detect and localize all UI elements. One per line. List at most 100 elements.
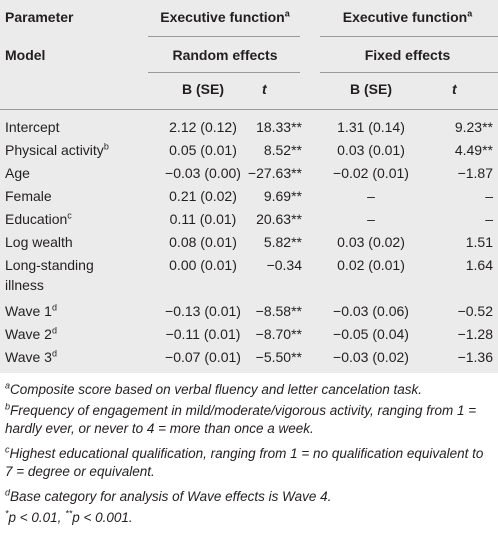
footnote-b: bFrequency of engagement in mild/moderat… <box>5 402 493 438</box>
header-parameter: Parameter <box>5 9 74 25</box>
header-row-3: B (SE) t B (SE) t <box>0 80 498 104</box>
cell-t-random: 5.82** <box>263 234 302 250</box>
row-note: d <box>51 348 57 359</box>
row-note: d <box>51 302 57 313</box>
row-label: Physical activityb <box>5 141 109 159</box>
row-label: Wave 1d <box>5 302 57 320</box>
cell-b-fixed: −0.05 (0.04) <box>333 326 409 342</box>
footnote-significance: *p < 0.01, **p < 0.001. <box>5 509 493 527</box>
subheader-rule-left <box>148 72 300 73</box>
cell-t-fixed: −0.52 <box>457 303 493 319</box>
footnote-mark: a <box>5 380 11 391</box>
footnote-mark: ** <box>65 508 73 519</box>
row-label-line2: illness <box>5 277 44 293</box>
row-label-text: Wave 1 <box>5 303 52 319</box>
cell-t-random: −8.70** <box>255 326 302 342</box>
cell-t-random: −27.63** <box>247 165 302 181</box>
cell-b-random: −0.13 (0.01) <box>165 303 241 319</box>
row-label: Female <box>5 188 52 204</box>
cell-b-fixed: 0.02 (0.01) <box>337 257 405 273</box>
cell-t-random: −8.58** <box>255 303 302 319</box>
subheader-rule-right <box>320 72 498 73</box>
cell-b-random: 0.08 (0.01) <box>169 234 237 250</box>
table-row: Educationc 0.11 (0.01) 20.63** – – <box>0 210 498 234</box>
cell-t-fixed: 1.51 <box>465 234 493 250</box>
header-fixed-effects: Fixed effects <box>364 47 451 63</box>
table-row: Long-standing illness 0.00 (0.01) −0.34 … <box>0 256 498 300</box>
cell-t-fixed: −1.36 <box>457 349 493 365</box>
cell-b-random: 2.12 (0.12) <box>169 119 237 135</box>
cell-b-random: −0.07 (0.01) <box>165 349 241 365</box>
col-b-random: B (SE) <box>182 81 224 97</box>
row-label: Wave 3d <box>5 348 57 366</box>
row-label: Educationc <box>5 210 72 228</box>
table-row: Age −0.03 (0.00) −27.63** −0.02 (0.01) −… <box>0 164 498 188</box>
row-label-text: Physical activity <box>5 142 104 158</box>
row-label-text: Wave 3 <box>5 349 52 365</box>
table-row: Wave 3d −0.07 (0.01) −5.50** −0.03 (0.02… <box>0 348 498 372</box>
row-note: c <box>67 210 72 221</box>
cell-t-random: −5.50** <box>255 349 302 365</box>
header-group1-title: Executive functiona <box>150 8 300 26</box>
footnote-d: dBase category for analysis of Wave effe… <box>5 488 493 506</box>
footnote-mark: c <box>5 444 10 455</box>
col-t-random: t <box>262 81 267 97</box>
cell-b-random: 0.00 (0.01) <box>169 257 237 273</box>
header-row-1: Parameter Executive functiona Executive … <box>0 8 498 32</box>
cell-b-fixed: 0.03 (0.02) <box>337 234 405 250</box>
cell-t-fixed: 4.49** <box>454 142 493 158</box>
cell-b-random: 0.05 (0.01) <box>169 142 237 158</box>
cell-b-random: 0.21 (0.02) <box>169 188 237 204</box>
cell-t-fixed: – <box>485 188 493 204</box>
footnote-a: aComposite score based on verbal fluency… <box>5 381 493 399</box>
header-group2-note: a <box>467 8 473 19</box>
row-note: d <box>51 325 57 336</box>
header-bottom-rule <box>0 109 498 110</box>
cell-b-random: −0.11 (0.01) <box>165 326 241 342</box>
footnote-mark: b <box>5 401 11 412</box>
header-group2-title-text: Executive function <box>342 9 468 25</box>
footnote-text: Highest educational qualification, rangi… <box>5 446 484 479</box>
row-label-text: Wave 2 <box>5 326 52 342</box>
header-model: Model <box>5 47 46 63</box>
cell-b-fixed: −0.03 (0.02) <box>333 349 409 365</box>
row-label: Age <box>5 165 30 181</box>
header-group2-title: Executive functiona <box>320 8 495 26</box>
header-group1-title-text: Executive function <box>160 9 285 25</box>
cell-b-random: −0.03 (0.00) <box>165 165 241 181</box>
cell-t-random: 20.63** <box>256 211 302 227</box>
header-random-effects: Random effects <box>172 47 278 63</box>
footnote-mark: * <box>5 508 9 519</box>
header-rule-right <box>320 36 498 37</box>
footnote-text: Composite score based on verbal fluency … <box>10 382 422 397</box>
row-label: Long-standing <box>5 257 94 273</box>
cell-b-fixed: 1.31 (0.14) <box>337 119 405 135</box>
cell-b-fixed: – <box>367 211 375 227</box>
cell-b-fixed: −0.02 (0.01) <box>333 165 409 181</box>
header-rule-left <box>148 36 300 37</box>
cell-t-fixed: −1.87 <box>457 165 493 181</box>
table-row: Intercept 2.12 (0.12) 18.33** 1.31 (0.14… <box>0 118 498 142</box>
row-note: b <box>103 141 109 152</box>
table-background <box>0 0 498 373</box>
table-row: Wave 2d −0.11 (0.01) −8.70** −0.05 (0.04… <box>0 325 498 349</box>
header-row-2: Model Random effects Fixed effects <box>0 46 498 70</box>
cell-t-random: 8.52** <box>263 142 302 158</box>
footnote-text: p < 0.001. <box>72 510 133 525</box>
cell-b-fixed: – <box>367 188 375 204</box>
cell-t-fixed: 9.23** <box>454 119 493 135</box>
table-row: Female 0.21 (0.02) 9.69** – – <box>0 187 498 211</box>
footnote-text: p < 0.01, <box>8 510 66 525</box>
col-t-fixed: t <box>452 81 457 97</box>
footnote-text: Base category for analysis of Wave effec… <box>10 489 332 504</box>
cell-t-fixed: – <box>485 211 493 227</box>
cell-b-random: 0.11 (0.01) <box>169 211 237 227</box>
cell-t-fixed: −1.28 <box>457 326 493 342</box>
row-label: Wave 2d <box>5 325 57 343</box>
cell-t-random: −0.34 <box>266 257 302 273</box>
header-group1-note: a <box>284 8 290 19</box>
col-b-fixed: B (SE) <box>350 81 392 97</box>
row-label-text: Education <box>5 211 68 227</box>
cell-t-fixed: 1.64 <box>465 257 493 273</box>
